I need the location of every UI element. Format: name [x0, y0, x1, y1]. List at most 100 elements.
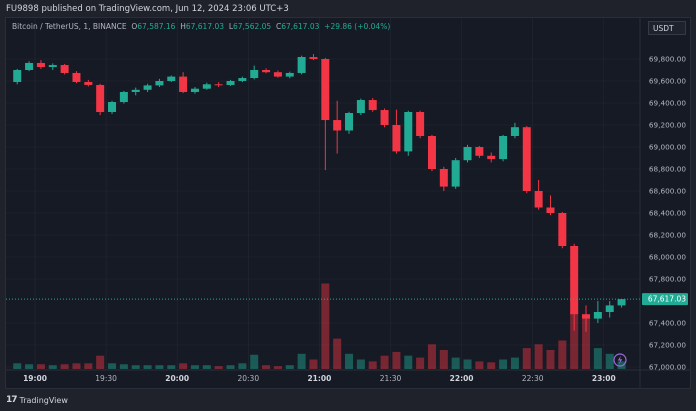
last-price-text: 67,617.03 [648, 295, 686, 304]
volume-bar [416, 357, 425, 369]
candle-body[interactable] [558, 213, 567, 246]
candle-body[interactable] [155, 81, 164, 86]
candle-body[interactable] [510, 127, 519, 136]
time-tick-label: 20:00 [165, 374, 189, 383]
candle-body[interactable] [143, 85, 152, 90]
close-value: 67,617.03 [281, 22, 320, 31]
volume-bar [48, 365, 57, 369]
candle-body[interactable] [570, 246, 579, 315]
volume-bar [404, 355, 413, 369]
candle-body[interactable] [48, 65, 57, 68]
candle-body[interactable] [226, 81, 235, 85]
volume-bar [226, 365, 235, 369]
price-tick-label: 68,200.00 [649, 231, 686, 240]
candle-body[interactable] [605, 305, 614, 312]
candle-body[interactable] [333, 120, 342, 131]
volume-bar [60, 364, 69, 369]
volume-bar [356, 359, 365, 369]
high-value: 67,617.03 [185, 22, 225, 31]
candle-body[interactable] [522, 127, 531, 191]
volume-bar [202, 365, 211, 369]
candle-body[interactable] [487, 155, 496, 160]
price-tick-label: 69,000.00 [649, 143, 686, 152]
candle-body[interactable] [214, 84, 223, 86]
candle-body[interactable] [380, 110, 389, 125]
candle-body[interactable] [451, 160, 460, 187]
volume-bar [534, 344, 543, 369]
candle-body[interactable] [108, 102, 117, 113]
candle-body[interactable] [167, 76, 176, 81]
open-value: 67,587.16 [137, 22, 176, 31]
volume-bar [427, 344, 436, 369]
candle-body[interactable] [416, 112, 425, 136]
time-tick-label: 19:00 [23, 374, 47, 383]
candle-body[interactable] [297, 57, 306, 73]
candle-body[interactable] [60, 65, 69, 73]
candle-body[interactable] [131, 89, 140, 92]
candle-body[interactable] [190, 88, 199, 92]
price-tick-label: 69,800.00 [649, 55, 686, 64]
candle-body[interactable] [285, 72, 294, 77]
lightning-icon[interactable] [613, 353, 627, 367]
currency-button[interactable]: USDT [648, 21, 686, 35]
candle-body[interactable] [546, 207, 555, 214]
grid [6, 18, 690, 388]
price-tick-label: 69,400.00 [649, 99, 686, 108]
price-axis: 67,000.00 67,200.00 67,400.00 67,800.00 68,0… [649, 55, 686, 372]
candle-body[interactable] [13, 70, 22, 82]
price-tick-label: 68,600.00 [649, 187, 686, 196]
candle-body[interactable] [273, 72, 282, 77]
candle-body[interactable] [238, 78, 247, 81]
high-label: H [180, 22, 186, 31]
volume-bar [214, 366, 223, 369]
candle-body[interactable] [262, 70, 271, 73]
chart-pane[interactable] [5, 17, 691, 389]
candle-body[interactable] [84, 81, 93, 85]
candle-body[interactable] [404, 112, 413, 152]
volume-bar [238, 363, 247, 369]
candle-body[interactable] [427, 136, 436, 169]
candle-body[interactable] [593, 312, 602, 319]
volume-bar [273, 366, 282, 369]
volume-bar [451, 357, 460, 369]
candle-body[interactable] [119, 92, 128, 103]
volume-bar [72, 363, 81, 369]
candle-body[interactable] [250, 70, 259, 79]
price-tick-label: 67,200.00 [649, 341, 686, 350]
candle-body[interactable] [345, 113, 354, 131]
time-tick-label: 21:00 [307, 374, 331, 383]
candle-body[interactable] [463, 147, 472, 161]
candle-body[interactable] [368, 100, 377, 111]
symbol-name[interactable]: Bitcoin / TetherUS, 1, BINANCE [12, 22, 127, 31]
volume-bar [558, 340, 567, 369]
candle-body[interactable] [179, 76, 188, 92]
candle-body[interactable] [356, 100, 365, 114]
tradingview-logo-icon: 17 [6, 395, 17, 405]
candle-body[interactable] [534, 191, 543, 208]
candle-body[interactable] [499, 136, 508, 160]
candle-body[interactable] [72, 72, 81, 82]
footer: 17 TradingView [6, 395, 68, 405]
volume-bar [439, 350, 448, 369]
volume-bar [297, 353, 306, 369]
time-tick-label: 22:30 [522, 374, 544, 383]
candle-body[interactable] [321, 59, 330, 121]
candle-body[interactable] [36, 62, 45, 68]
volume-bar [475, 361, 484, 369]
candle-body[interactable] [202, 84, 211, 89]
volume-bar [570, 310, 579, 369]
volume-bar [155, 365, 164, 369]
brand-name[interactable]: TradingView [19, 395, 68, 405]
candle-body[interactable] [582, 314, 591, 319]
candle-body[interactable] [475, 147, 484, 156]
candle-body[interactable] [439, 169, 448, 187]
volume-bar [380, 355, 389, 369]
candle-body[interactable] [25, 62, 34, 70]
volume-bar [96, 355, 105, 369]
candle-body[interactable] [309, 57, 318, 59]
candle-body[interactable] [96, 84, 105, 113]
candle-body[interactable] [617, 299, 626, 306]
candle-body[interactable] [392, 125, 401, 152]
time-tick-label: 22:00 [450, 374, 474, 383]
